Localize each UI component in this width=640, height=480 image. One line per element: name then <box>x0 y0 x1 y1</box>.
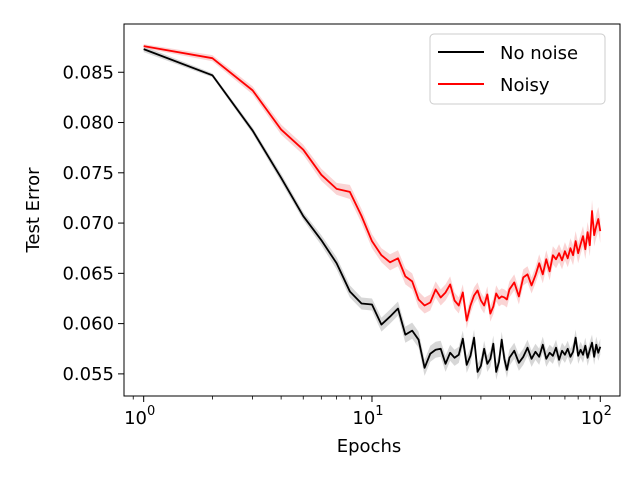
x-tick-label: 100 <box>124 404 155 429</box>
y-axis: 0.055 0.060 0.065 0.070 0.075 0.080 0.085 <box>62 62 124 385</box>
y-tick-label: 0.065 <box>62 263 114 284</box>
y-axis-title: Test Error <box>23 167 44 254</box>
y-tick-label: 0.085 <box>62 62 114 83</box>
confidence-bands <box>143 44 601 380</box>
y-tick-label: 0.060 <box>62 314 114 335</box>
y-tick-label: 0.080 <box>62 113 114 134</box>
y-tick-label: 0.055 <box>62 364 114 385</box>
series-lines <box>143 45 602 373</box>
no-noise-confidence-band <box>143 46 601 380</box>
legend-label-noisy: Noisy <box>500 75 550 96</box>
x-axis-title: Epochs <box>337 436 402 457</box>
legend: No noise Noisy <box>429 33 606 105</box>
x-axis: 100 101 102 <box>124 396 612 429</box>
y-tick-label: 0.070 <box>62 213 114 234</box>
noisy-line <box>143 45 602 322</box>
no-noise-line <box>143 48 602 373</box>
y-tick-label: 0.075 <box>62 163 114 184</box>
x-tick-label: 102 <box>581 404 612 429</box>
legend-label-no-noise: No noise <box>500 43 578 64</box>
x-tick-label: 101 <box>352 404 383 429</box>
